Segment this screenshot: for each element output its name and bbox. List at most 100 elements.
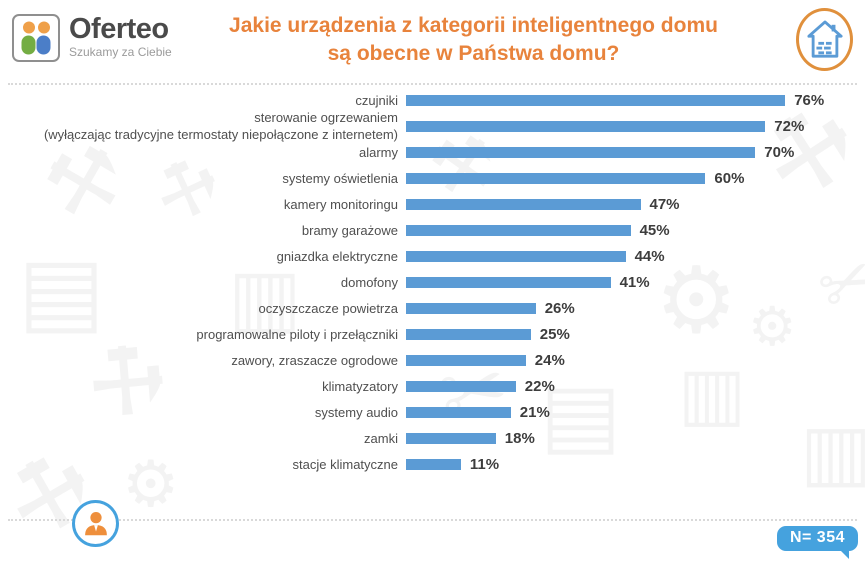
value-label: 25%	[539, 325, 570, 343]
bar-track: 22%	[406, 378, 865, 395]
chart-row: oczyszczacze powietrza 26%	[0, 295, 865, 321]
chart-row: systemy audio 21%	[0, 399, 865, 425]
brand-name: Oferteo	[69, 13, 169, 45]
bar	[406, 224, 631, 236]
chart-row: alarmy 70%	[0, 139, 865, 165]
category-label: domofony	[340, 274, 398, 290]
bar-track: 24%	[406, 352, 865, 369]
value-label: 45%	[639, 221, 670, 239]
category-label: gniazdka elektryczne	[276, 248, 398, 264]
bar-track: 25%	[406, 326, 865, 343]
gear-watermark-icon: ⚙	[122, 448, 180, 520]
chart-title: Jakie urządzenia z kategorii inteligentn…	[160, 12, 787, 68]
value-label: 18%	[504, 429, 535, 447]
value-label: 72%	[774, 117, 805, 135]
category-label: oczyszczacze powietrza	[258, 300, 398, 316]
category-label: klimatyzatory	[322, 378, 398, 394]
smart-home-badge	[796, 8, 853, 71]
category-label: systemy audio	[314, 404, 398, 420]
chart-row: bramy garażowe 45%	[0, 217, 865, 243]
bar	[406, 302, 536, 314]
bar	[406, 432, 496, 444]
bar-track: 44%	[406, 248, 865, 265]
chart-row: zawory, zraszacze ogrodowe 24%	[0, 347, 865, 373]
bar	[406, 354, 526, 366]
category-label: czujniki	[355, 92, 398, 108]
bar-track: 26%	[406, 300, 865, 317]
chart-row: zamki 18%	[0, 425, 865, 451]
bar-track: 11%	[406, 456, 865, 473]
bottom-divider	[8, 519, 857, 521]
gear-watermark-icon: ⚙	[748, 297, 797, 357]
bar	[406, 276, 611, 288]
bar-chart: czujniki 76% sterowanie ogrzewaniem (wyłąc…	[0, 87, 865, 477]
chart-row: gniazdka elektryczne 44%	[0, 243, 865, 269]
category-label: zamki	[364, 430, 398, 446]
bar	[406, 198, 641, 210]
value-label: 26%	[544, 299, 575, 317]
person-icon	[84, 511, 107, 535]
oferteo-logo-icon	[12, 14, 60, 62]
chart-row: domofony 41%	[0, 269, 865, 295]
chart-row: systemy oświetlenia 60%	[0, 165, 865, 191]
bar	[406, 172, 706, 184]
sample-size-badge: N= 354	[776, 526, 858, 559]
bar	[406, 458, 461, 470]
category-label: stacje klimatyczne	[292, 456, 398, 472]
top-divider	[8, 83, 857, 85]
chart-title-line1: Jakie urządzenia z kategorii inteligentn…	[229, 14, 718, 37]
smart-house-icon	[806, 20, 843, 58]
value-label: 24%	[534, 351, 565, 369]
category-label: kamery monitoringu	[283, 196, 398, 212]
brand-tagline: Szukamy za Ciebie	[69, 45, 172, 59]
category-label: systemy oświetlenia	[282, 170, 398, 186]
category-label: alarmy	[358, 144, 398, 160]
bar	[406, 250, 626, 262]
gauge-watermark-icon: ▥	[678, 354, 747, 434]
value-label: 70%	[764, 143, 795, 161]
bar-track: 60%	[406, 170, 865, 187]
respondent-badge	[72, 500, 119, 547]
toolbox-watermark-icon: ▤	[18, 240, 105, 342]
bar	[406, 380, 516, 392]
bar	[406, 146, 756, 158]
value-label: 47%	[649, 195, 680, 213]
two-people-icon	[21, 21, 51, 55]
bar-track: 18%	[406, 430, 865, 447]
bar	[406, 406, 511, 418]
category-label: zawory, zraszacze ogrodowe	[231, 352, 398, 368]
chart-row: sterowanie ogrzewaniem (wyłączając trady…	[0, 110, 865, 142]
header: Oferteo Szukamy za Ciebie Jakie urządzen…	[0, 0, 865, 83]
value-label: 41%	[619, 273, 650, 291]
value-label: 60%	[714, 169, 745, 187]
value-label: 76%	[794, 91, 825, 109]
bar	[406, 120, 766, 132]
value-label: 11%	[469, 455, 500, 473]
bar	[406, 94, 786, 106]
value-label: 44%	[634, 247, 665, 265]
chart-row: klimatyzatory 22%	[0, 373, 865, 399]
chart-row: stacje klimatyczne 11%	[0, 451, 865, 477]
value-label: 22%	[524, 377, 555, 395]
bar-track: 70%	[406, 144, 865, 161]
chart-row: kamery monitoringu 47%	[0, 191, 865, 217]
chart-title-line2: są obecne w Państwa domu?	[327, 42, 620, 65]
drill-watermark-icon: ▥	[228, 253, 302, 341]
bar-track: 76%	[406, 92, 865, 109]
bucket-watermark-icon: ▤	[540, 367, 622, 463]
category-label: programowalne piloty i przełączniki	[196, 326, 398, 342]
logo-text: Oferteo Szukamy za Ciebie	[69, 14, 172, 59]
bar-track: 41%	[406, 274, 865, 291]
chart-row: programowalne piloty i przełączniki 25%	[0, 321, 865, 347]
bar-track: 45%	[406, 222, 865, 239]
bar	[406, 328, 531, 340]
value-label: 21%	[519, 403, 550, 421]
oferteo-logo: Oferteo Szukamy za Ciebie	[12, 14, 172, 62]
chart-row: czujniki 76%	[0, 87, 865, 113]
bar-track: 47%	[406, 196, 865, 213]
category-label: bramy garażowe	[301, 222, 398, 238]
category-label: sterowanie ogrzewaniem (wyłączając trady…	[43, 110, 398, 142]
toolkit-watermark-icon: ▥	[800, 410, 865, 495]
bar-track: 21%	[406, 404, 865, 421]
bar-track: 72%	[406, 118, 865, 135]
